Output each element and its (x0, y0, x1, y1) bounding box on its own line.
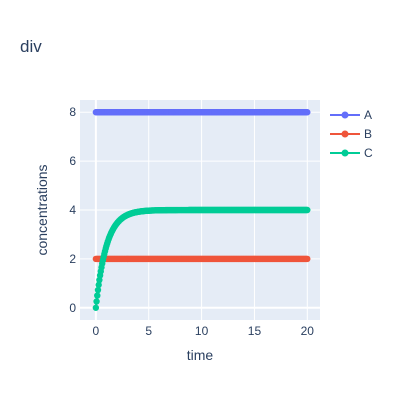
legend-label-C: C (364, 146, 373, 160)
x-axis-label: time (187, 347, 214, 363)
series-B (92, 255, 311, 263)
y-tick-label: 6 (69, 154, 76, 168)
legend-label-B: B (364, 127, 372, 141)
legend-label-A: A (364, 108, 372, 122)
legend-item-A[interactable]: A (330, 108, 372, 122)
data-point-C (95, 281, 102, 289)
legend[interactable]: ABC (330, 108, 373, 160)
y-tick-label: 8 (69, 105, 76, 119)
legend-item-C[interactable]: C (330, 146, 373, 160)
data-point-C (92, 304, 100, 311)
legend-marker-B (341, 130, 349, 138)
legend-marker-A (341, 111, 349, 119)
series-A (92, 109, 311, 116)
data-point-C (93, 298, 100, 305)
x-tick-label: 15 (248, 324, 262, 338)
y-tick-labels: 0 2 4 6 8 (69, 105, 76, 315)
data-point-B (304, 255, 311, 263)
x-tick-label: 10 (195, 324, 209, 338)
y-tick-label: 4 (69, 203, 76, 217)
data-point-C (94, 286, 102, 294)
legend-item-B[interactable]: B (330, 127, 372, 141)
series-C (92, 206, 311, 311)
y-tick-label: 2 (69, 252, 76, 266)
data-point-A (304, 109, 311, 116)
x-tick-label: 5 (145, 324, 152, 338)
y-axis-label: concentrations (34, 164, 50, 255)
x-tick-labels: 0 5 10 15 20 (93, 324, 315, 338)
x-tick-label: 0 (93, 324, 100, 338)
data-point-C (94, 292, 101, 299)
y-tick-label: 0 (69, 301, 76, 315)
data-point-C (304, 206, 311, 214)
x-tick-label: 20 (301, 324, 315, 338)
legend-marker-C (341, 149, 349, 157)
plot-area (80, 100, 320, 320)
chart-title: div (20, 37, 42, 56)
series-layer (92, 109, 311, 311)
